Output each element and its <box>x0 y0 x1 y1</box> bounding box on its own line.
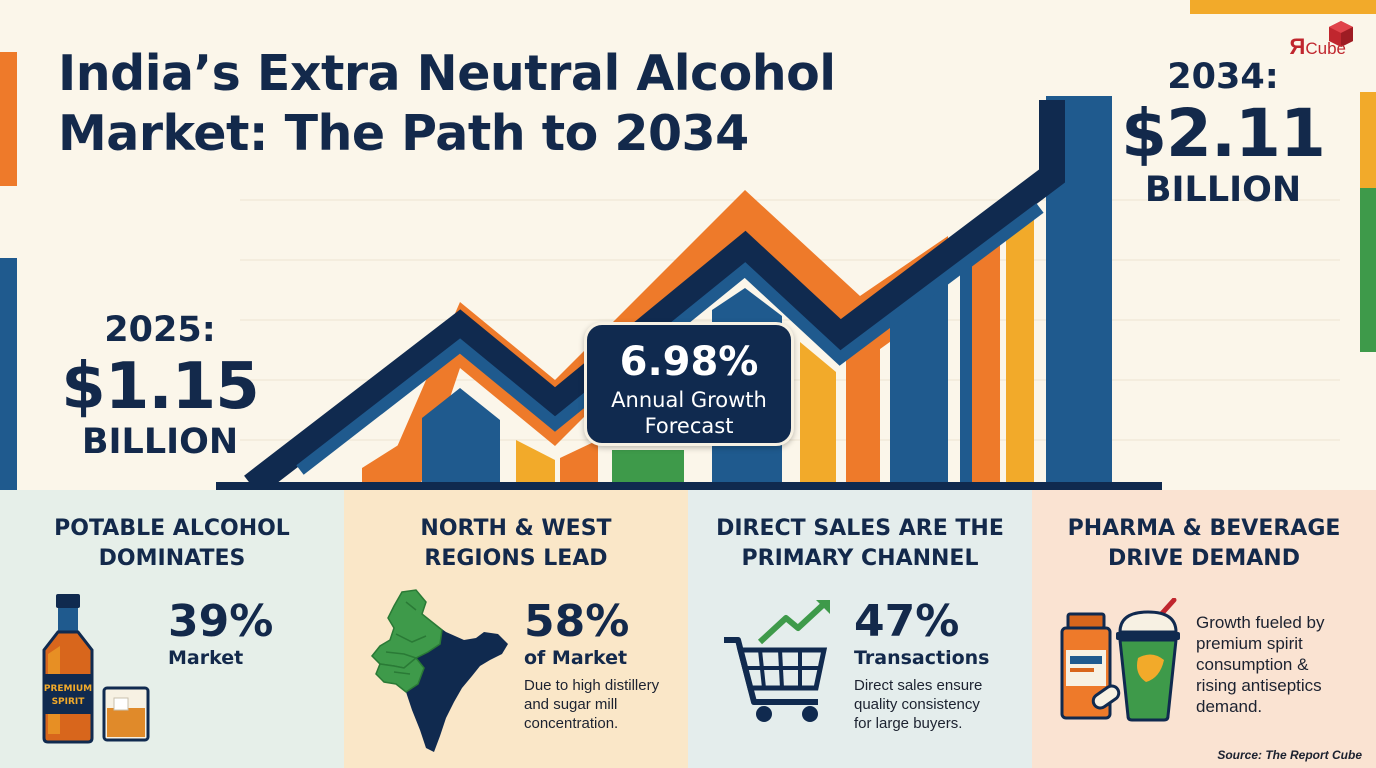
panel-title: DIRECT SALES ARE THE PRIMARY CHANNEL <box>688 514 1032 574</box>
pharma-beverage-icon <box>1060 598 1180 722</box>
trend-line <box>244 100 1065 497</box>
top-stripe-orange <box>1190 0 1376 14</box>
desc-line-2: and sugar mill <box>524 696 618 713</box>
panel-north-west: NORTH & WEST REGIONS LEAD 58% of Market … <box>344 490 688 768</box>
end-unit: BILLION <box>1144 170 1302 210</box>
panel-title-line-2: DOMINATES <box>98 546 246 571</box>
panel-description: Due to high distillery and sugar mill co… <box>524 676 659 733</box>
panel-potable-alcohol: POTABLE ALCOHOL DOMINATES PREMIUM SPIRIT… <box>0 490 344 768</box>
desc-line-1: Due to high distillery <box>524 677 660 694</box>
whisky-bottle-icon: PREMIUM SPIRIT <box>42 594 150 744</box>
panel-value: 58% <box>524 596 630 647</box>
brand-cube-word: Cube <box>1305 39 1346 58</box>
chart-baseline <box>216 482 1162 490</box>
start-year: 2025: <box>104 310 216 350</box>
panel-description: Direct sales ensure quality consistency … <box>854 676 982 733</box>
panel-pharma-beverage: PHARMA & BEVERAGE DRIVE DEMAND Growth fu… <box>1032 490 1376 768</box>
desc-line-2: quality consistency <box>854 696 980 713</box>
orange-zigzag-shape <box>380 190 948 486</box>
cagr-value: 6.98% <box>619 339 759 385</box>
desc-line-3: consumption & <box>1196 655 1309 674</box>
panel-title: NORTH & WEST REGIONS LEAD <box>344 514 688 574</box>
panel-value: 47% <box>854 596 960 647</box>
end-value: $2.11 <box>1121 95 1326 172</box>
title-line-1: India’s Extra Neutral Alcohol <box>58 45 836 102</box>
panel-description: Growth fueled by premium spirit consumpt… <box>1196 612 1325 717</box>
brand-name: ЯCube <box>1290 34 1346 60</box>
start-value-block: 2025: $1.15 BILLION <box>60 308 260 462</box>
shopping-cart-icon <box>724 600 830 722</box>
title-line-2: Market: The Path to 2034 <box>58 105 749 162</box>
panel-value-label: of Market <box>524 647 628 669</box>
source-credit: Source: The Report Cube <box>1217 748 1362 762</box>
page-title: India’s Extra Neutral Alcohol Market: Th… <box>58 44 938 164</box>
panel-title-line-2: PRIMARY CHANNEL <box>741 546 979 571</box>
desc-line-5: demand. <box>1196 697 1263 716</box>
panel-title-line-2: REGIONS LEAD <box>424 546 608 571</box>
cagr-label-line-1: Annual Growth <box>611 388 767 412</box>
right-stripe-amber <box>1360 92 1376 188</box>
panel-title-line-1: PHARMA & BEVERAGE <box>1067 516 1341 541</box>
india-map-icon <box>370 589 508 752</box>
panel-title-line-1: NORTH & WEST <box>420 516 612 541</box>
end-value-block: 2034: $2.11 BILLION <box>1118 56 1328 210</box>
brand-r-letter: Я <box>1289 34 1306 59</box>
bottle-label-line-1: PREMIUM <box>44 684 92 694</box>
brand-logo: ЯCube <box>1254 20 1354 64</box>
panel-value-label: Market <box>168 647 244 669</box>
cagr-callout: 6.98% Annual Growth Forecast <box>584 322 794 446</box>
left-stripe-orange <box>0 52 17 186</box>
start-value: $1.15 <box>61 350 259 424</box>
desc-line-3: for large buyers. <box>854 715 963 732</box>
start-unit: BILLION <box>81 422 239 462</box>
panel-title-line-2: DRIVE DEMAND <box>1108 546 1300 571</box>
panel-value: 39% <box>168 596 274 647</box>
end-year: 2034: <box>1167 57 1279 97</box>
desc-line-2: premium spirit <box>1196 634 1303 653</box>
panel-title: PHARMA & BEVERAGE DRIVE DEMAND <box>1032 514 1376 574</box>
panel-value-label: Transactions <box>854 647 990 669</box>
cagr-label-line-2: Forecast <box>644 414 734 438</box>
panel-direct-sales: DIRECT SALES ARE THE PRIMARY CHANNEL 47%… <box>688 490 1032 768</box>
right-stripe-green <box>1360 188 1376 352</box>
panel-title: POTABLE ALCOHOL DOMINATES <box>0 514 344 574</box>
panel-title-line-1: POTABLE ALCOHOL <box>54 516 290 541</box>
desc-line-1: Growth fueled by <box>1196 613 1325 632</box>
cube-icon <box>1329 21 1353 47</box>
panel-title-line-1: DIRECT SALES ARE THE <box>716 516 1004 541</box>
desc-line-1: Direct sales ensure <box>854 677 983 694</box>
desc-line-3: concentration. <box>524 715 619 732</box>
left-stripe-blue <box>0 258 17 490</box>
bottle-label-line-2: SPIRIT <box>52 697 86 707</box>
desc-line-4: rising antiseptics <box>1196 676 1322 695</box>
